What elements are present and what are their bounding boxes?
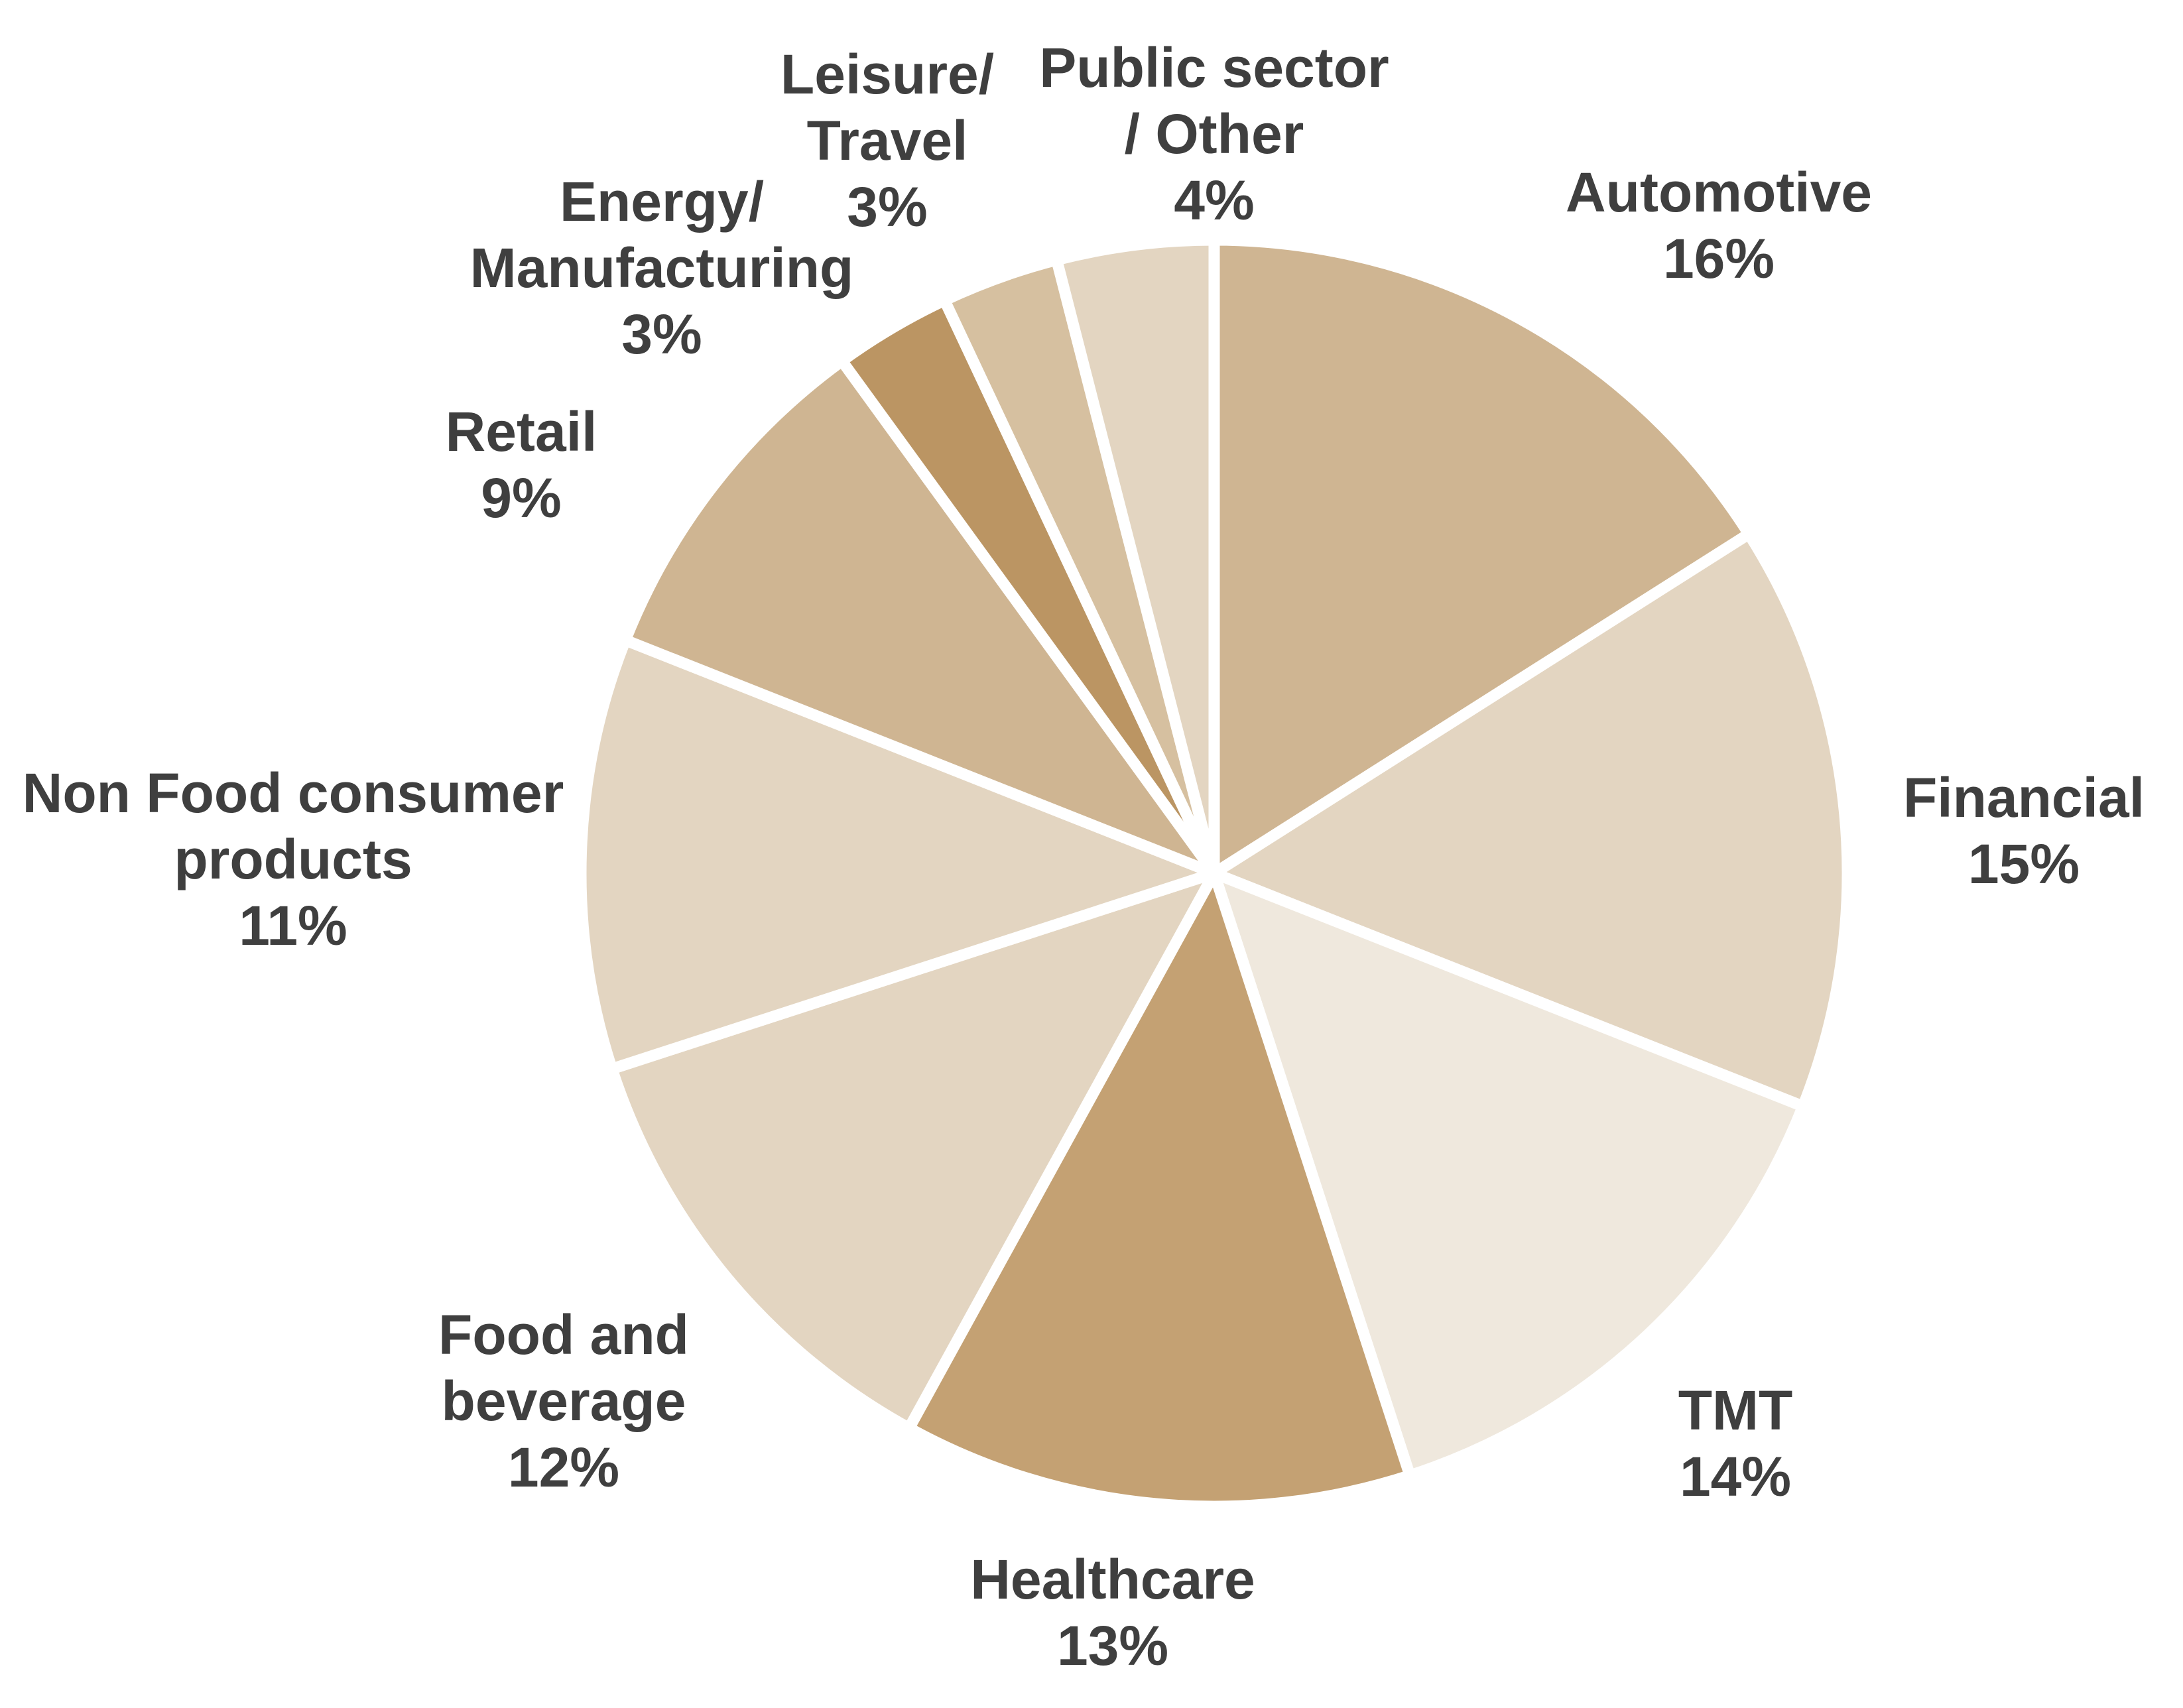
value-label: 3%: [621, 303, 702, 365]
category-label: Retail: [445, 400, 597, 463]
pie-slice: [606, 867, 1220, 1434]
category-label: Public sector / Other: [1039, 36, 1389, 165]
category-label: Financial: [1902, 766, 2145, 829]
pie-slice: [903, 867, 1416, 1512]
category-label: Energy/ Manufacturing: [469, 170, 854, 299]
slice-label: Automotive 16%: [1566, 159, 1872, 292]
value-label: 3%: [847, 176, 928, 238]
category-label: TMT: [1678, 1379, 1793, 1441]
pie-slice: [1208, 528, 1853, 1113]
category-label: Automotive: [1566, 161, 1872, 223]
slice-label: Energy/ Manufacturing 3%: [470, 168, 854, 367]
slice-label: Leisure/ Travel 3%: [780, 41, 994, 240]
slice-label: Retail 9%: [446, 398, 597, 531]
category-label: Food and beverage: [438, 1304, 689, 1432]
value-label: 4%: [1174, 169, 1255, 231]
category-label: Leisure/ Travel: [780, 43, 995, 172]
pie-slice: [1208, 234, 1755, 879]
slice-label: Public sector / Other 4%: [1039, 34, 1389, 233]
value-label: 16%: [1662, 227, 1775, 290]
value-label: 15%: [1967, 833, 2080, 895]
slice-label: Healthcare 13%: [970, 1546, 1255, 1679]
slice-label: Financial 15%: [1903, 764, 2145, 897]
slice-label: Non Food consumer products 11%: [23, 760, 564, 959]
pie-slice: [1051, 234, 1220, 879]
slice-label: TMT 14%: [1678, 1377, 1793, 1510]
category-label: Healthcare: [970, 1548, 1255, 1611]
pie-slice: [575, 634, 1220, 1075]
pie-slice: [619, 355, 1220, 879]
value-label: 11%: [239, 894, 347, 957]
value-label: 14%: [1679, 1445, 1792, 1508]
value-label: 12%: [507, 1436, 620, 1498]
value-label: 13%: [1056, 1615, 1169, 1677]
slice-label: Food and beverage 12%: [438, 1302, 689, 1500]
value-label: 9%: [481, 467, 562, 529]
category-label: Non Food consumer products: [22, 762, 564, 890]
